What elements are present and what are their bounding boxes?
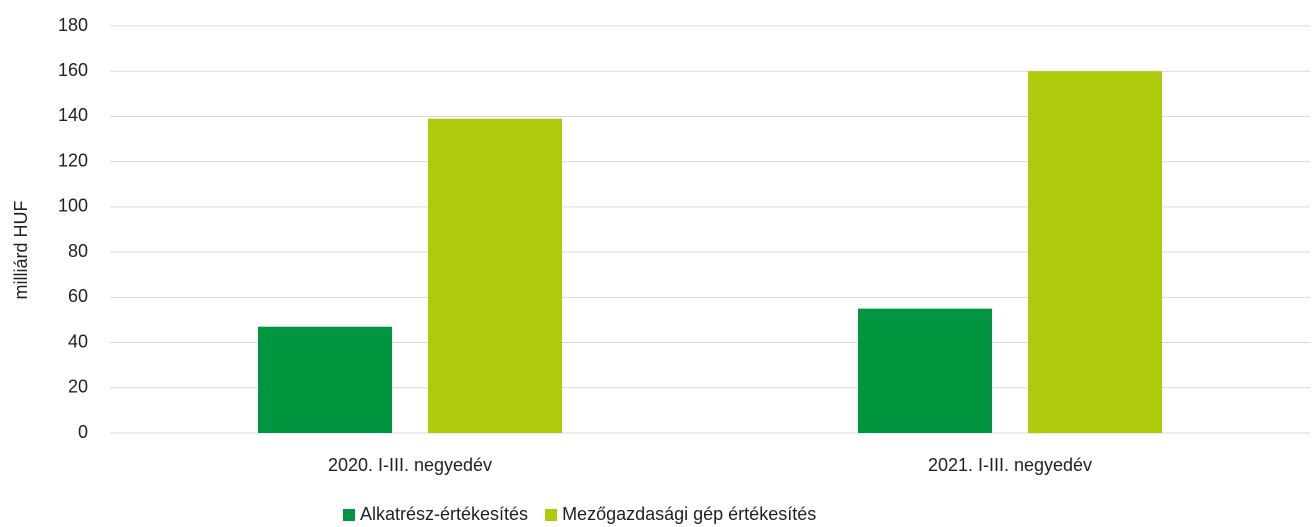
y-tick-label: 0 <box>78 422 88 442</box>
legend-label: Mezőgazdasági gép értékesítés <box>562 504 816 524</box>
y-tick-label: 160 <box>58 60 88 80</box>
bar <box>258 326 392 433</box>
y-tick-label: 60 <box>68 286 88 306</box>
legend-swatch <box>343 509 355 521</box>
y-tick-label: 180 <box>58 15 88 35</box>
y-tick-label: 80 <box>68 241 88 261</box>
bar <box>1028 71 1162 433</box>
x-tick-label: 2021. I-III. negyedév <box>928 455 1092 475</box>
bar <box>858 308 992 433</box>
y-axis-label: milliárd HUF <box>11 200 31 299</box>
legend-label: Alkatrész-értékesítés <box>360 504 528 524</box>
bar <box>428 118 562 433</box>
y-tick-label: 140 <box>58 105 88 125</box>
y-tick-label: 20 <box>68 377 88 397</box>
y-tick-label: 40 <box>68 331 88 351</box>
legend-swatch <box>545 509 558 521</box>
y-tick-label: 120 <box>58 150 88 170</box>
y-tick-label: 100 <box>58 196 88 216</box>
x-tick-label: 2020. I-III. negyedév <box>328 455 492 475</box>
